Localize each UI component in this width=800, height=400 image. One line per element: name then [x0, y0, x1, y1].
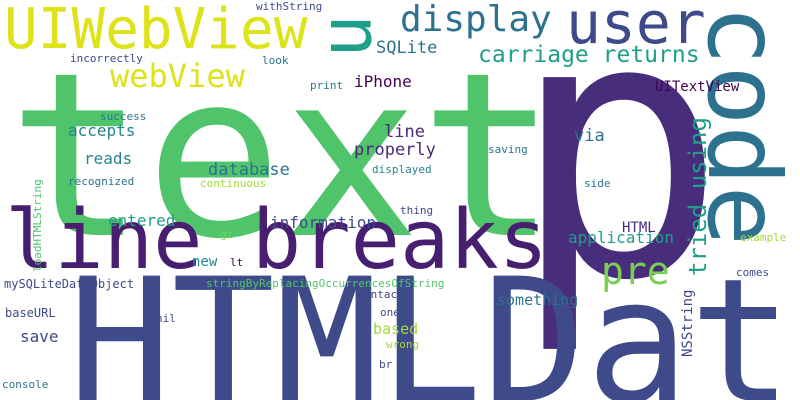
word-application: application: [568, 228, 674, 247]
word-nsstring: NSString: [680, 289, 696, 357]
word-database: database: [208, 160, 290, 180]
word-via: via: [574, 126, 605, 146]
word-line-breaks: line breaks: [5, 193, 549, 288]
word-carriage-returns: carriage returns: [478, 42, 700, 68]
word-user: user: [566, 0, 706, 57]
word-properly: properly: [354, 140, 436, 160]
word-reads: reads: [84, 149, 133, 168]
word-withstring: withString: [256, 0, 323, 13]
word-tried-using: tried using: [684, 117, 712, 276]
word-saving: saving: [488, 143, 528, 156]
word-success: success: [100, 110, 147, 123]
word-stringbyreplacingoccurrencesofstring: stringByReplacingOccurrencesOfString: [206, 277, 445, 290]
word-baseurl: baseURL: [5, 306, 56, 320]
word-thing: thing: [400, 204, 434, 217]
word-nil: nil: [156, 312, 176, 325]
word-pre: pre: [601, 249, 670, 293]
word-something: something: [497, 291, 579, 309]
word-save: save: [20, 327, 59, 346]
word-text: text: [8, 23, 558, 289]
word-display: display: [400, 0, 552, 40]
word-p: p: [510, 0, 727, 359]
word-look: look: [262, 54, 289, 67]
word-information: information: [270, 213, 376, 232]
word-gt: gt: [220, 228, 234, 241]
word-intact: intact: [364, 288, 404, 301]
word-console: console: [2, 378, 49, 391]
word-uitextview: UITextView: [655, 79, 740, 95]
word-side: side: [584, 177, 611, 190]
word-print: print: [310, 79, 344, 92]
word-wrong: wrong: [386, 338, 420, 351]
word-one: one: [380, 306, 400, 319]
word-html: HTML: [622, 220, 656, 236]
word-line: line: [384, 122, 425, 142]
word-mysqlitedataobject: mySQLiteDataObject: [4, 277, 135, 291]
word-displayed: displayed: [372, 163, 432, 176]
word-recognized: recognized: [68, 175, 135, 188]
word-entered: entered: [108, 211, 176, 230]
word-iphone: iPhone: [354, 72, 412, 91]
word-lt: lt: [230, 256, 244, 269]
word-based: based: [373, 320, 419, 338]
word-continuous: continuous: [200, 177, 267, 190]
word-br: br: [379, 358, 393, 371]
word-loadhtmlstring: loadHTMLString: [31, 179, 44, 272]
word-accepts: accepts: [68, 121, 136, 140]
word-htmldata: HTMLData: [68, 241, 800, 400]
word-new: new: [192, 254, 218, 270]
word-uiwebview: UIWebView: [4, 0, 308, 62]
word-incorrectly: incorrectly: [70, 52, 143, 65]
word-example: example: [740, 231, 787, 244]
word-comes: comes: [736, 266, 770, 279]
word-sqlite: SQLite: [376, 38, 438, 58]
word-webview: webView: [110, 57, 245, 95]
